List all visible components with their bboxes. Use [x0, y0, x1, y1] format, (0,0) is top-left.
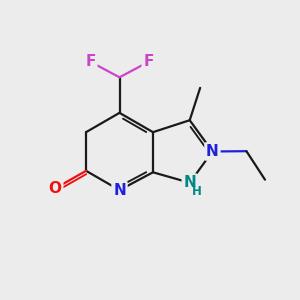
- Text: O: O: [49, 181, 62, 196]
- Text: N: N: [206, 144, 219, 159]
- Text: F: F: [143, 54, 154, 69]
- Text: N: N: [113, 183, 126, 198]
- Text: F: F: [85, 54, 96, 69]
- Text: N: N: [183, 175, 196, 190]
- Text: H: H: [192, 185, 202, 198]
